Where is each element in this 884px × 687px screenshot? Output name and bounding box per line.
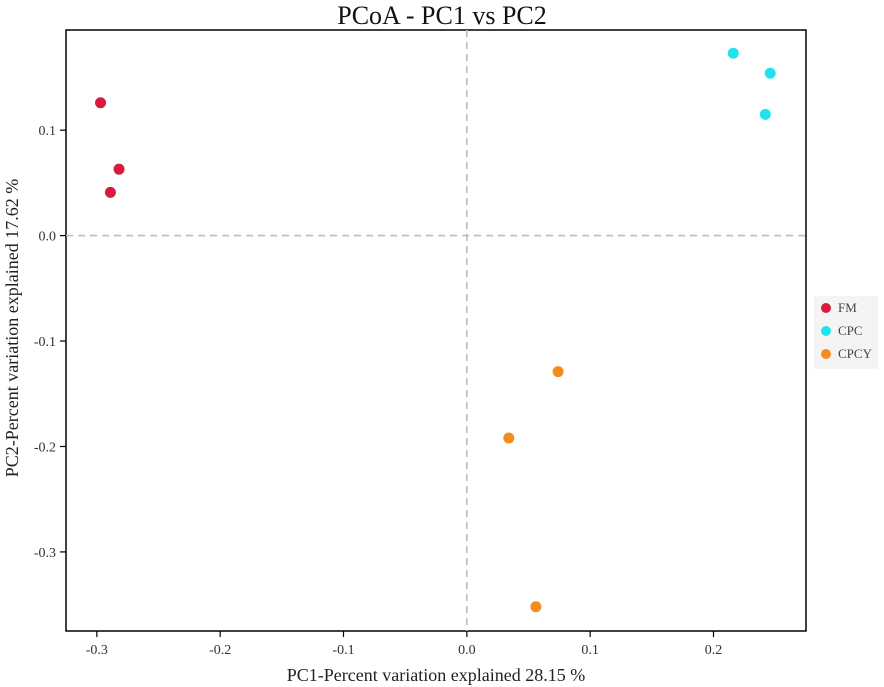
- chart-title: PCoA - PC1 vs PC2: [337, 1, 547, 30]
- y-axis-label: PC2-Percent variation explained 17.62 %: [2, 179, 22, 477]
- point-cpcy-1: [552, 366, 564, 378]
- x-tick-label: 0.1: [581, 643, 599, 658]
- plot-area-frame: [65, 29, 807, 632]
- point-fm-1: [95, 97, 107, 109]
- x-tick-label: -0.2: [209, 643, 231, 658]
- y-tick-label: -0.3: [34, 546, 56, 561]
- legend-label-cpc: CPC: [838, 323, 863, 338]
- y-tick-label: -0.2: [34, 440, 56, 455]
- x-tick-label: -0.1: [332, 643, 354, 658]
- point-fm-3: [104, 186, 116, 198]
- legend: FM CPC CPCY: [814, 296, 878, 369]
- x-tick-label: 0.0: [458, 643, 476, 658]
- y-axis-ticks: -0.3 -0.2 -0.1 0.0 0.1: [34, 124, 66, 561]
- x-axis-label: PC1-Percent variation explained 28.15 %: [287, 665, 585, 685]
- reference-lines: [66, 30, 806, 631]
- point-cpcy-3: [530, 601, 542, 613]
- point-fm-2: [113, 163, 125, 175]
- y-tick-label: -0.1: [34, 335, 56, 350]
- x-tick-label: 0.2: [705, 643, 723, 658]
- point-cpc-3: [759, 108, 771, 120]
- legend-label-cpcy: CPCY: [838, 346, 873, 361]
- x-axis-ticks: -0.3 -0.2 -0.1 0.0 0.1 0.2: [86, 631, 723, 658]
- legend-marker-cpc: [821, 326, 831, 336]
- data-points: [95, 47, 776, 613]
- legend-marker-fm: [821, 303, 831, 313]
- point-cpc-2: [764, 67, 776, 79]
- legend-label-fm: FM: [838, 300, 857, 315]
- legend-marker-cpcy: [821, 349, 831, 359]
- x-tick-label: -0.3: [86, 643, 108, 658]
- y-tick-label: 0.0: [39, 230, 57, 245]
- point-cpc-1: [727, 47, 739, 59]
- point-cpcy-2: [503, 432, 515, 444]
- y-tick-label: 0.1: [39, 124, 57, 139]
